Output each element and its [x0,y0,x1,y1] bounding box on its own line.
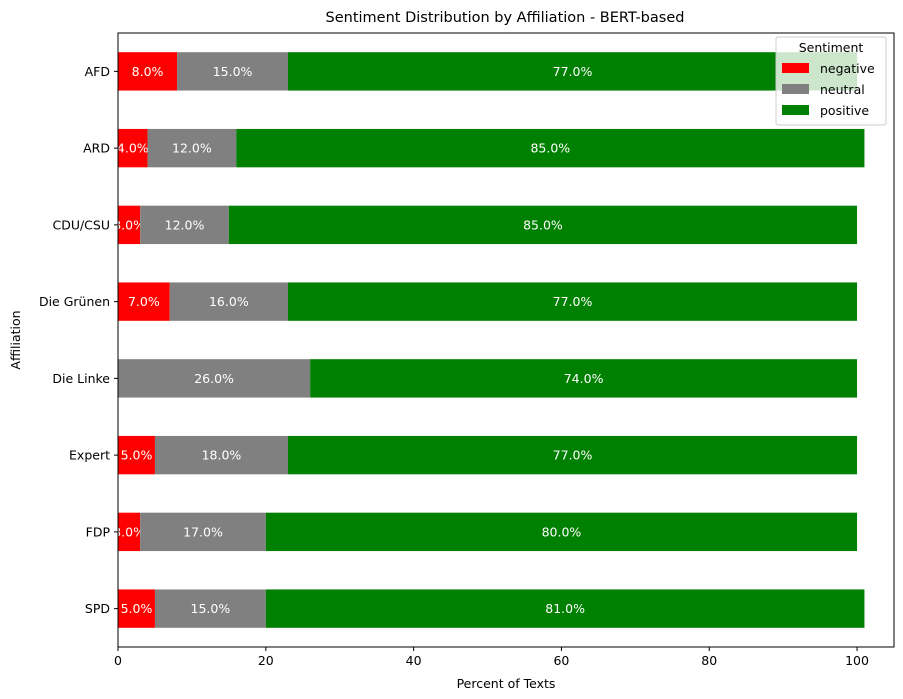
bar-positive [310,359,858,398]
legend-title: Sentiment [799,40,864,55]
legend-swatch-negative [782,63,809,73]
x-tick-label: 60 [553,653,569,668]
y-axis: AFD ARD CDU/CSU Die Grünen Die Linke Expert FD… [39,64,118,616]
bar-value-label: 12.0% [172,141,212,156]
bar-value-label: 26.0% [194,371,234,386]
bars-layer: 8.0% 15.0% 77.0% 4.0% 12.0% 85.0% 3.0% 12.0% 85.… [113,52,865,628]
bar-value-label: 85.0% [523,217,563,232]
bar-positive [287,52,858,91]
bar-value-label: 74.0% [564,371,604,386]
bar-value-label: 5.0% [121,448,153,463]
bar-positive [228,205,858,245]
bar-value-label: 16.0% [209,294,249,309]
y-tick-label: FDP [86,524,111,539]
bar-neutral [154,435,288,475]
bar-neutral [169,282,288,321]
bar-value-label: 4.0% [117,141,149,156]
bar-negative [118,205,141,245]
legend-box [775,36,887,126]
x-axis-label: Percent of Texts [457,676,556,691]
bar-value-label: 12.0% [165,217,205,232]
x-tick-label: 80 [701,653,717,668]
bar-value-label: 15.0% [213,64,253,79]
bar-value-label: 17.0% [183,524,223,539]
bar-value-label: 8.0% [132,64,164,79]
legend-label-positive: positive [820,103,869,118]
bar-value-label: 5.0% [121,601,153,616]
bar-neutral [140,512,266,552]
bar-neutral [177,52,288,91]
bar-value-label: 18.0% [202,448,242,463]
chart-title: Sentiment Distribution by Affiliation - … [326,10,685,26]
bar-positive [287,282,858,321]
x-tick-label: 20 [258,653,274,668]
bar-negative [118,512,141,552]
bar-negative [118,435,155,475]
y-tick-label: AFD [85,64,110,79]
bar-negative [118,52,178,91]
y-tick-label: Die Grünen [39,294,110,309]
bar-value-label: 77.0% [553,294,593,309]
bar-positive [287,435,858,475]
legend-label-neutral: neutral [820,82,865,97]
y-tick-label: ARD [83,141,110,156]
bar-neutral [147,128,237,168]
bar-value-label: 3.0% [113,524,145,539]
plot-area-frame [117,32,895,648]
bar-neutral [154,589,266,628]
x-tick-label: 100 [845,653,869,668]
y-tick-label: Expert [69,448,110,463]
bar-positive [265,512,858,552]
bar-negative [118,128,148,168]
bar-positive [265,589,865,628]
legend-swatch-positive [782,105,809,115]
y-tick-label: SPD [85,601,110,616]
bar-value-label: 80.0% [542,524,582,539]
bar-negative [118,589,155,628]
x-axis: 0 20 40 60 80 100 [114,647,869,668]
legend-swatch-neutral [782,84,809,94]
bar-neutral [140,205,229,245]
bar-value-label: 77.0% [553,64,593,79]
x-tick-label: 0 [114,653,122,668]
bar-negative [118,282,170,321]
bar-value-label: 85.0% [530,141,570,156]
y-tick-label: Die Linke [52,371,110,386]
bar-neutral [118,359,311,398]
bar-value-label: 7.0% [128,294,160,309]
bar-positive [236,128,865,168]
y-axis-label: Affiliation [8,310,23,369]
bar-value-label: 15.0% [191,601,231,616]
x-tick-label: 40 [406,653,422,668]
y-tick-label: CDU/CSU [52,217,110,232]
legend: Sentiment negative neutral positive [775,36,887,126]
legend-label-negative: negative [820,61,875,76]
bar-value-label: 77.0% [553,448,593,463]
bar-value-label: 81.0% [545,601,585,616]
bar-value-label: 3.0% [113,217,145,232]
